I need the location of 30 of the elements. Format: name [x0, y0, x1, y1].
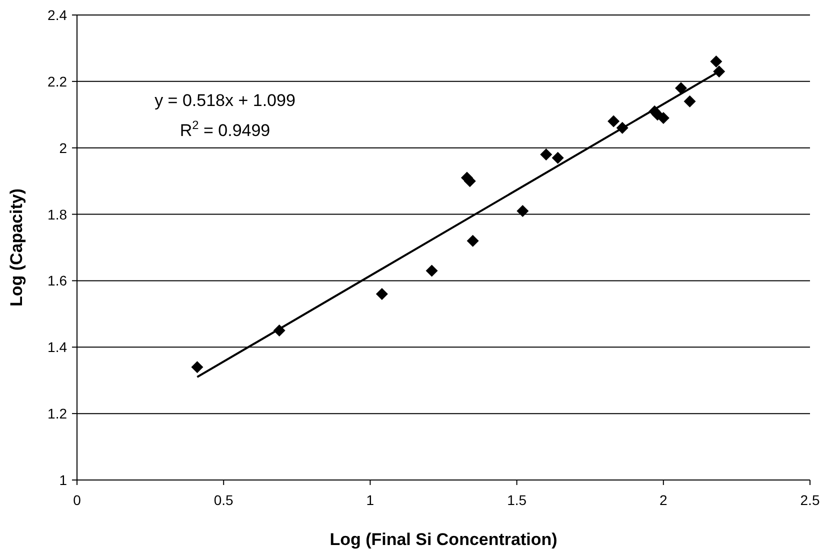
annotation: R$^{2}$ = 0.9499: [180, 118, 270, 140]
y-tick-label: 1.4: [48, 339, 68, 356]
annotation: y = 0.518x + 1.099: [154, 91, 296, 110]
y-tick-label: 2.2: [48, 73, 68, 90]
point: [516, 204, 529, 217]
y-axis-title: Log (Capacity): [7, 188, 26, 307]
y-tick-label: 1.8: [48, 206, 68, 222]
y-tick-label: 1.6: [48, 272, 68, 289]
x-tick-label: 0.5: [214, 492, 234, 508]
point: [552, 152, 564, 164]
point: [657, 112, 670, 124]
point: [426, 264, 438, 277]
point: [684, 95, 696, 108]
x-tick-label: 2.5: [800, 492, 820, 508]
x-tick-label: 2: [660, 492, 668, 508]
y-tick-label: 1: [59, 472, 68, 488]
point: [376, 288, 388, 300]
y-tick-label: 2.4: [48, 7, 68, 23]
point: [710, 56, 722, 68]
x-axis-title: Log (Final Si Concentration): [330, 530, 558, 549]
point: [191, 361, 204, 374]
point: [608, 115, 620, 128]
y-tick-label: 2: [59, 140, 68, 156]
point: [674, 82, 687, 94]
x-tick-label: 1.5: [507, 492, 527, 508]
point: [466, 234, 479, 247]
x-tick-label: 1: [366, 492, 374, 508]
point: [540, 148, 552, 160]
x-tick-label: 0: [73, 492, 82, 508]
y-tick-label: 1.2: [48, 406, 68, 422]
